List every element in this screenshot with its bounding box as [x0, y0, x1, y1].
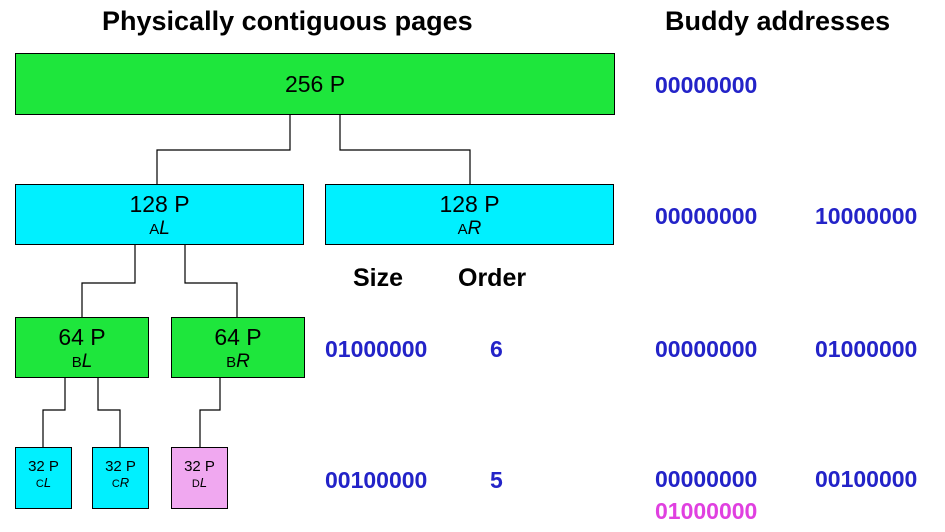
block-c-left-subscript: L [43, 475, 52, 490]
buddy-address: 00000000 [655, 72, 758, 98]
block-a-left-size: 128 P [129, 191, 190, 217]
block-d-left-label: D [191, 478, 200, 490]
buddy-address-highlighted: 01000000 [655, 498, 758, 524]
size-value: 01000000 [325, 336, 428, 362]
block-d-left-size: 32 P [184, 458, 215, 475]
block-a-left-subscript: L [159, 218, 170, 239]
block-b-right-label: B [226, 354, 237, 371]
block-b-left: 64 P BL [15, 317, 149, 378]
left-heading: Physically contiguous pages [102, 6, 473, 36]
buddy-address: 01000000 [815, 336, 918, 362]
block-c-right-label: C [111, 478, 120, 490]
block-c-left-label: C [35, 478, 44, 490]
block-a-right-label: A [457, 221, 468, 238]
block-root: 256 P [15, 53, 615, 115]
order-value: 5 [490, 467, 503, 493]
block-a-left: 128 P AL [15, 184, 304, 245]
block-root-size: 256 P [284, 71, 346, 97]
block-b-right-size: 64 P [214, 324, 262, 350]
buddy-address: 00000000 [655, 336, 758, 362]
block-b-left-size: 64 P [58, 324, 106, 350]
block-b-right-subscript: R [236, 351, 250, 372]
right-heading: Buddy addresses [665, 6, 891, 36]
buddy-address: 00000000 [655, 203, 758, 229]
buddy-address: 10000000 [815, 203, 918, 229]
block-c-right-subscript: R [119, 475, 130, 490]
buddy-address: 00100000 [815, 466, 918, 492]
buddy-address: 00000000 [655, 466, 758, 492]
block-d-left: 32 P DL [171, 447, 228, 509]
size-column-header: Size [353, 264, 404, 292]
block-a-left-label: A [149, 221, 160, 238]
block-c-left-size: 32 P [28, 458, 59, 475]
block-b-right: 64 P BR [171, 317, 305, 378]
order-column-header: Order [458, 264, 527, 292]
block-a-right-subscript: R [467, 218, 482, 239]
order-value: 6 [490, 336, 503, 362]
block-c-right: 32 P CR [92, 447, 149, 509]
block-a-right-size: 128 P [439, 191, 500, 217]
block-c-right-size: 32 P [105, 458, 136, 475]
block-b-left-subscript: L [81, 351, 93, 372]
block-a-right: 128 P AR [325, 184, 614, 245]
block-b-left-label: B [71, 354, 82, 371]
block-d-left-subscript: L [199, 475, 208, 490]
size-value: 00100000 [325, 467, 428, 493]
block-c-left: 32 P CL [15, 447, 72, 509]
